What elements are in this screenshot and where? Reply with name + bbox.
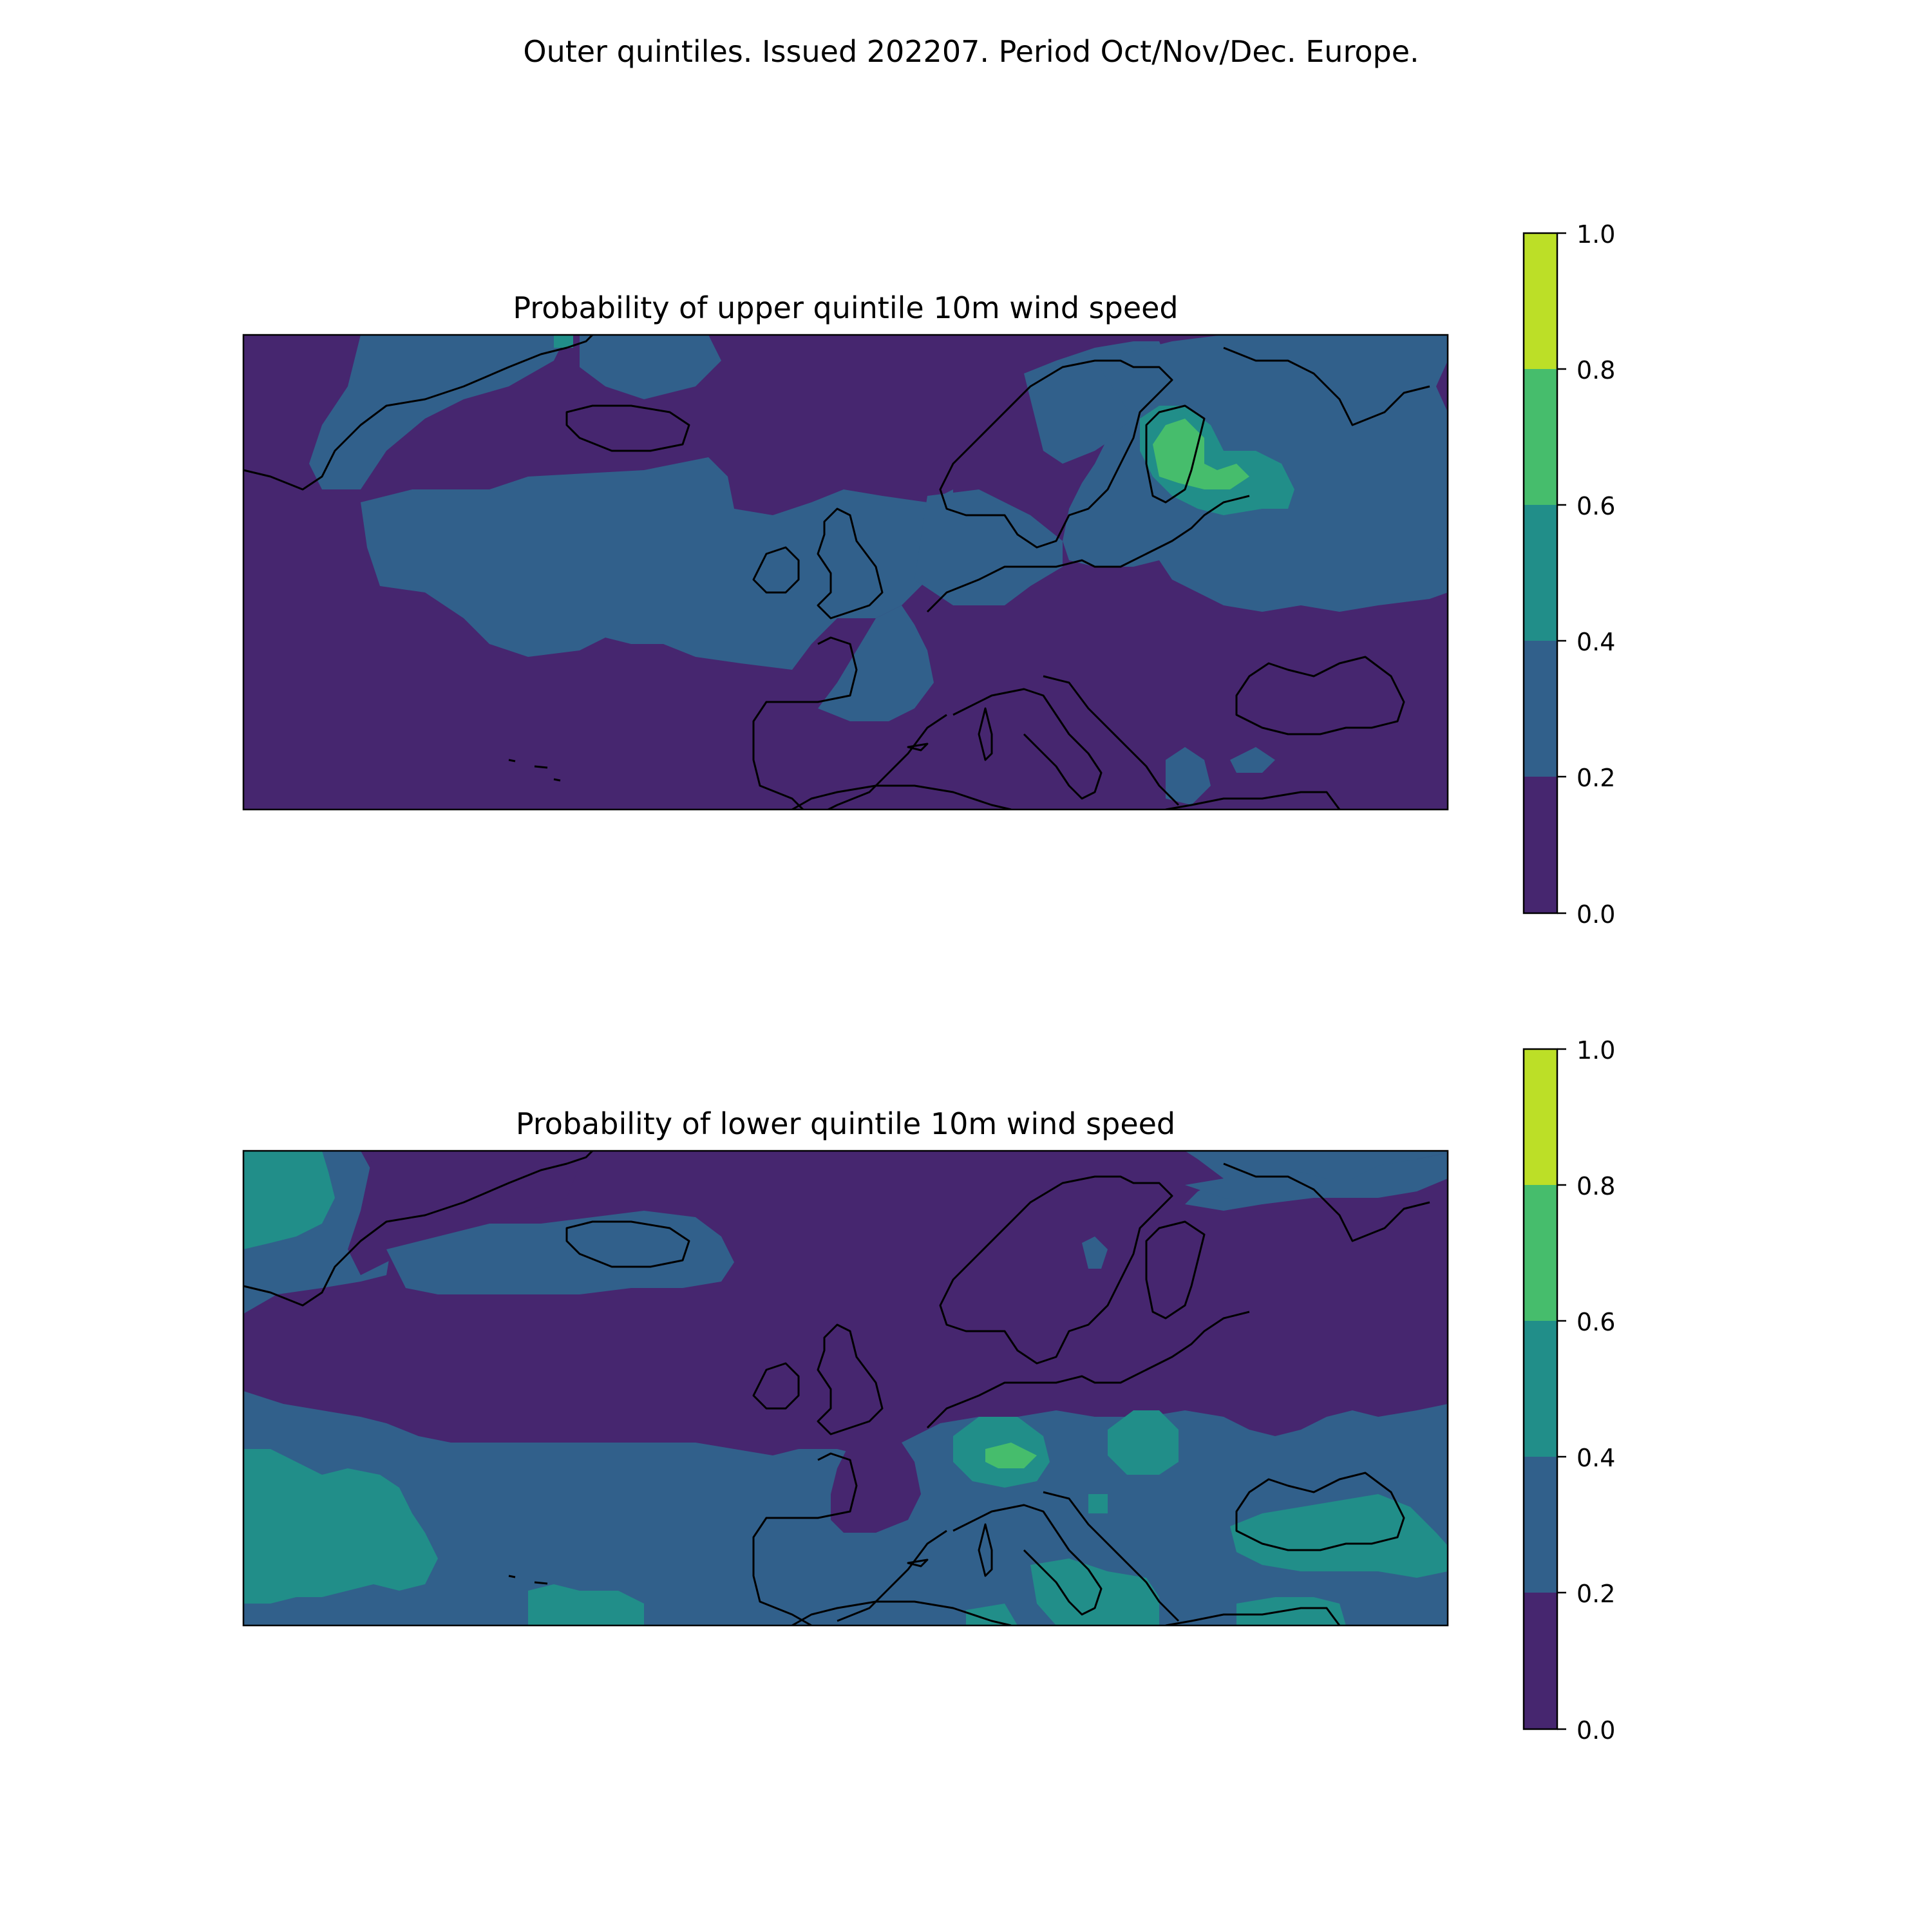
upper-finland-high xyxy=(1153,419,1249,489)
upper-cbar-frame xyxy=(1522,232,1558,914)
lower-coast-europe xyxy=(926,1311,1250,1429)
lower-cbar-label: 1.0 xyxy=(1577,1036,1615,1065)
upper-coast-finland xyxy=(1145,404,1206,504)
upper-coast-ireland xyxy=(752,546,800,594)
lower-coast-islands xyxy=(508,1523,993,1585)
figure-suptitle: Outer quintiles. Issued 202207. Period O… xyxy=(523,34,1419,69)
lower-panel-title: Probability of lower quintile 10m wind s… xyxy=(516,1106,1175,1141)
lower-coast-italy xyxy=(952,1504,1103,1616)
upper-panel-title: Probability of upper quintile 10m wind s… xyxy=(513,290,1178,325)
lower-map-frame xyxy=(242,1150,1449,1627)
lower-iceland-band xyxy=(386,1211,734,1294)
lower-cbar-label: 0.4 xyxy=(1577,1444,1615,1472)
upper-coast-greenland xyxy=(243,335,594,491)
lower-greenland-low xyxy=(348,1151,580,1275)
upper-north-sea-band xyxy=(914,489,1063,605)
upper-arctic-spot xyxy=(554,335,573,348)
upper-map-frame xyxy=(242,334,1449,811)
lower-cbar-label: 0.8 xyxy=(1577,1172,1615,1200)
upper-caspian-patch xyxy=(1436,515,1448,554)
upper-greenland-coast-band xyxy=(309,335,567,489)
lower-cbar-3 xyxy=(1524,1185,1557,1321)
lower-azores-mid xyxy=(243,1449,438,1604)
lower-cbar-1 xyxy=(1524,1457,1557,1593)
upper-cbar-4 xyxy=(1524,233,1557,369)
upper-colorbar: 0.0 0.2 0.4 0.6 0.8 1.0 xyxy=(1522,220,1615,929)
lower-balkan-spot xyxy=(1088,1494,1108,1513)
upper-coast-adriatic xyxy=(1043,675,1180,806)
lower-coast-africa xyxy=(791,1600,1341,1625)
lower-colorbar: 0.0 0.2 0.4 0.6 0.8 1.0 xyxy=(1522,1036,1615,1745)
lower-iberia-low xyxy=(831,1436,921,1533)
lower-coast-iberia xyxy=(752,1452,947,1625)
lower-coast-finland xyxy=(1145,1220,1206,1320)
upper-coast-europe xyxy=(926,495,1250,613)
upper-coast-islands xyxy=(508,707,993,782)
upper-coast-iberia xyxy=(752,636,947,810)
lower-cbar-4 xyxy=(1524,1049,1557,1185)
lower-cbar-2 xyxy=(1524,1321,1557,1457)
lower-coast-adriatic xyxy=(1043,1491,1180,1622)
lower-aegean-mid xyxy=(1236,1597,1346,1625)
lower-blacksea-mid xyxy=(1230,1494,1448,1578)
lower-east-band xyxy=(1185,1153,1448,1204)
lower-coast-scandinavia xyxy=(939,1175,1173,1365)
lower-coast-iceland xyxy=(565,1220,690,1268)
lower-coast-greenland xyxy=(243,1151,594,1307)
upper-coast-blacksea xyxy=(1235,656,1405,735)
upper-cbar-1 xyxy=(1524,641,1557,777)
upper-atlantic-band xyxy=(361,457,953,670)
upper-cbar-label: 1.0 xyxy=(1577,220,1615,249)
lower-cbar-label: 0.0 xyxy=(1577,1716,1615,1745)
lower-sicily-mid xyxy=(1030,1558,1159,1625)
lower-norway-spot xyxy=(1082,1236,1108,1269)
upper-coast-italy xyxy=(952,688,1103,800)
lower-map-fill xyxy=(243,1151,1448,1625)
lower-quintile-panel: Probability of lower quintile 10m wind s… xyxy=(242,1036,1615,1745)
upper-cbar-label: 0.6 xyxy=(1577,492,1615,520)
lower-cbar-0 xyxy=(1524,1593,1557,1729)
upper-cbar-label: 0.4 xyxy=(1577,628,1615,656)
lower-coast-kola xyxy=(1223,1162,1430,1242)
lower-cbar-label: 0.2 xyxy=(1577,1580,1615,1608)
upper-cbar-3 xyxy=(1524,369,1557,505)
upper-quintile-panel: Probability of upper quintile 10m wind s… xyxy=(242,220,1615,929)
upper-cbar-label: 0.2 xyxy=(1577,764,1615,792)
lower-alps-high xyxy=(985,1443,1037,1468)
lower-coast-blacksea xyxy=(1235,1472,1405,1551)
lower-greenland-west-mid xyxy=(243,1151,335,1249)
upper-cbar-label: 0.0 xyxy=(1577,900,1615,929)
upper-coast-iceland xyxy=(565,404,690,452)
lower-coast-britain xyxy=(817,1323,884,1435)
upper-coast-kola xyxy=(1223,346,1430,426)
lower-africa-coast-mid xyxy=(528,1584,644,1625)
upper-coast-africa xyxy=(791,784,1341,810)
upper-cbar-label: 0.8 xyxy=(1577,356,1615,384)
lower-coastlines xyxy=(243,1151,1430,1625)
upper-aegean-band xyxy=(1166,747,1211,805)
lower-cbar-label: 0.6 xyxy=(1577,1308,1615,1336)
lower-cbar-ticks xyxy=(1557,1048,1566,1730)
upper-france-band xyxy=(818,605,934,721)
lower-carpathian-mid xyxy=(1108,1410,1179,1475)
lower-coast-ireland xyxy=(752,1362,800,1410)
upper-cbar-0 xyxy=(1524,777,1557,913)
upper-coastlines xyxy=(243,335,1430,810)
lower-libya-mid xyxy=(966,1604,1018,1625)
upper-cbar-ticks xyxy=(1557,232,1566,914)
upper-cbar-2 xyxy=(1524,505,1557,641)
upper-iceland-sea-band xyxy=(580,335,721,399)
lower-cbar-frame xyxy=(1522,1048,1558,1730)
upper-map-fill xyxy=(243,335,1448,810)
upper-coast-scandinavia xyxy=(939,359,1173,549)
upper-coast-britain xyxy=(817,507,884,620)
upper-blacksea-south-band xyxy=(1230,747,1275,773)
